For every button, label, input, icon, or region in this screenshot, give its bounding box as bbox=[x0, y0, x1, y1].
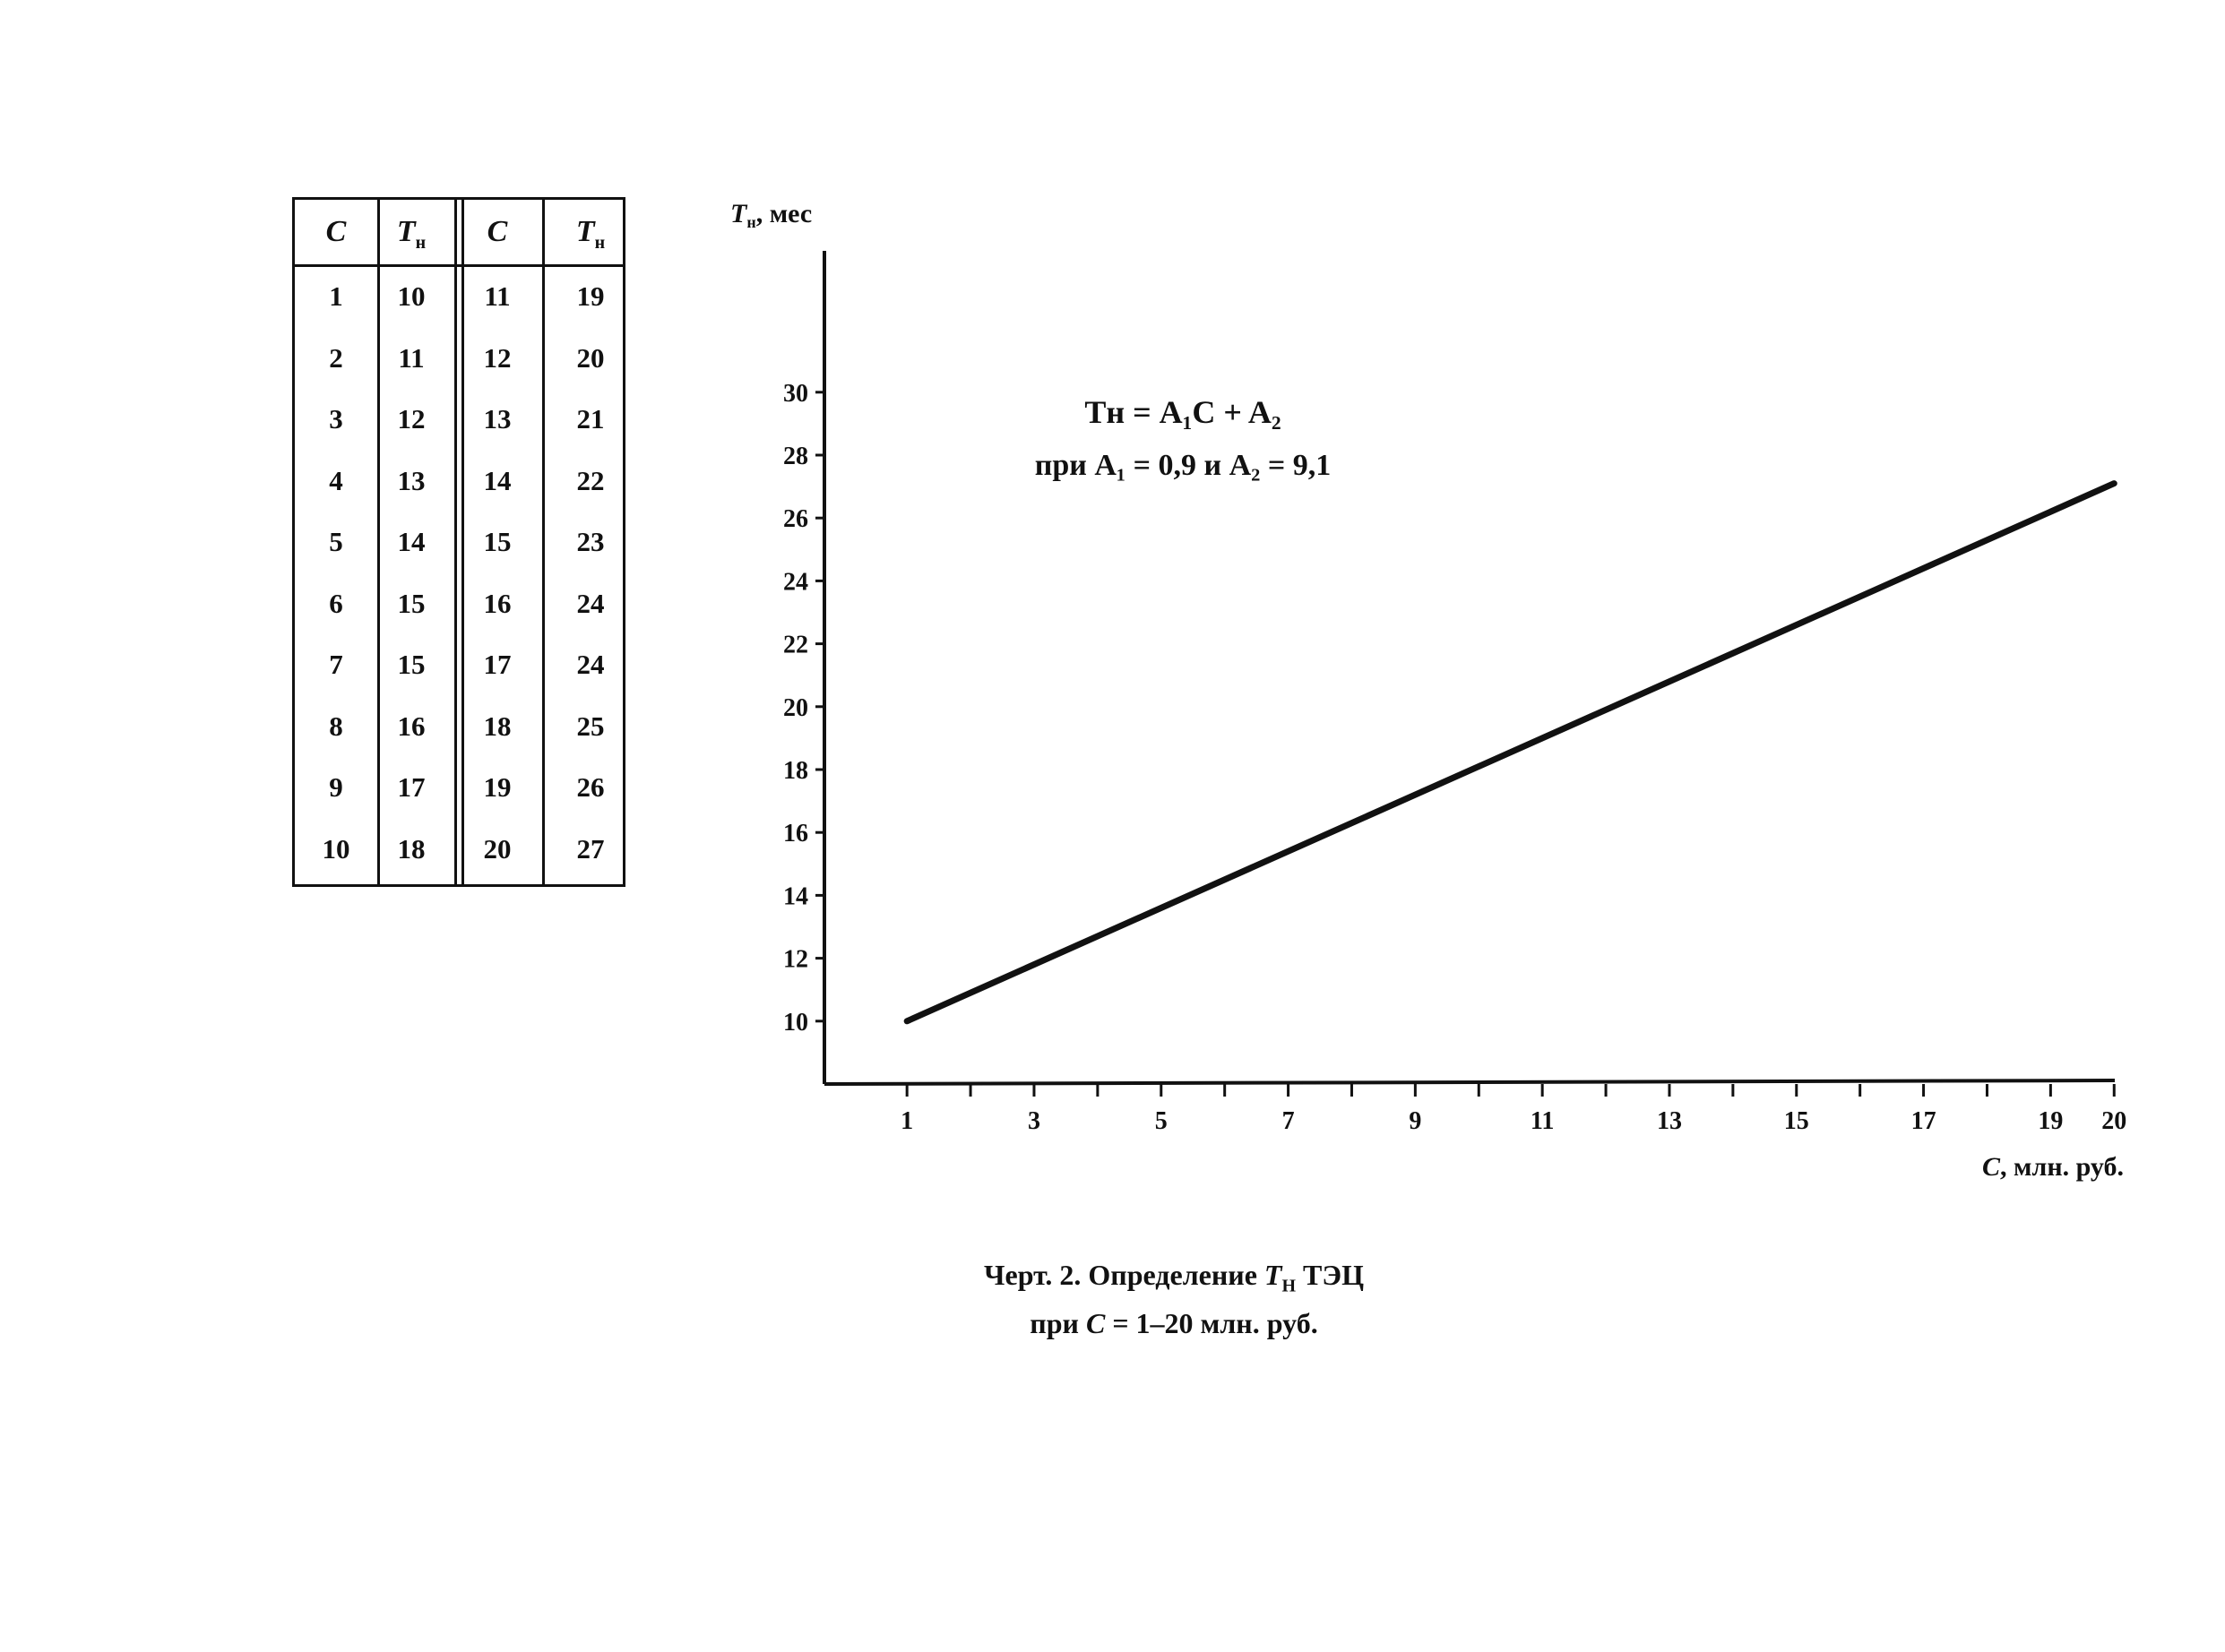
figure-caption: Черт. 2. Определение TН ТЭЦ при C = 1–20… bbox=[860, 1256, 1488, 1342]
table-cell: 7 bbox=[329, 649, 343, 680]
table-cell: 10 bbox=[322, 832, 350, 865]
x-tick-label: 17 bbox=[1911, 1107, 1936, 1135]
x-tick-label: 13 bbox=[1657, 1107, 1682, 1135]
x-tick-label: 15 bbox=[1784, 1107, 1809, 1135]
data-table: C Tн C Tн 1 10 11 19 2 11 12 20 3 12 13 21 4 13 14 22 5 14 15 2… bbox=[292, 197, 625, 887]
table-cell: 13 bbox=[483, 403, 512, 435]
y-tick-label: 28 bbox=[783, 443, 808, 470]
table-cell: 11 bbox=[398, 341, 425, 374]
table-cell: 6 bbox=[329, 587, 343, 619]
table-cell: 17 bbox=[483, 649, 512, 680]
table-cell: 8 bbox=[329, 710, 343, 742]
table-cell: 18 bbox=[397, 832, 426, 865]
y-tick-label: 20 bbox=[783, 694, 808, 722]
x-axis bbox=[824, 1079, 2116, 1086]
x-tick-label: 7 bbox=[1282, 1107, 1295, 1135]
x-tick-label: 11 bbox=[1531, 1107, 1554, 1135]
table-column-divider bbox=[377, 200, 380, 884]
table-header-cell: Tн bbox=[396, 215, 427, 253]
table-cell: 3 bbox=[329, 403, 343, 435]
table-cell: 15 bbox=[397, 649, 426, 680]
x-axis-label: C, млн. руб. bbox=[1982, 1152, 2124, 1182]
y-tick-label: 10 bbox=[783, 1009, 808, 1037]
table-cell: 14 bbox=[397, 526, 426, 557]
table-cell: 4 bbox=[329, 464, 343, 496]
table-cell: 20 bbox=[576, 341, 605, 374]
table-cell: 20 bbox=[483, 832, 512, 865]
x-tick-label: 3 bbox=[1028, 1107, 1040, 1135]
table-cell: 21 bbox=[576, 403, 605, 435]
y-tick-label: 18 bbox=[783, 757, 808, 785]
y-axis-label: Tн, мес bbox=[730, 199, 812, 231]
y-tick-label: 14 bbox=[783, 882, 808, 910]
table-cell: 15 bbox=[397, 587, 426, 619]
table-cell: 10 bbox=[397, 280, 426, 312]
table-cell: 11 bbox=[484, 280, 511, 312]
table-cell: 25 bbox=[576, 710, 605, 742]
table-header-divider bbox=[295, 264, 623, 267]
table-cell: 15 bbox=[483, 526, 512, 557]
y-tick-label: 16 bbox=[783, 820, 808, 848]
y-tick-label: 22 bbox=[783, 632, 808, 659]
x-tick-label: 9 bbox=[1409, 1107, 1421, 1135]
x-tick-label: 5 bbox=[1155, 1107, 1168, 1135]
formula-annotation: Tн = A₁C + A₂ bbox=[1084, 394, 1281, 430]
table-cell: 9 bbox=[329, 771, 343, 803]
table-cell: 17 bbox=[397, 771, 426, 803]
y-tick-label: 26 bbox=[783, 505, 808, 533]
caption-line-2: при C = 1–20 млн. руб. bbox=[1030, 1307, 1318, 1340]
table-cell: 12 bbox=[397, 403, 426, 435]
x-tick-label: 19 bbox=[2038, 1107, 2063, 1135]
table-header-cell: C bbox=[487, 215, 508, 248]
y-tick-label: 30 bbox=[783, 380, 808, 408]
table-cell: 19 bbox=[576, 280, 605, 312]
table-cell: 13 bbox=[397, 464, 426, 496]
table-column-divider bbox=[542, 200, 545, 884]
table-column-divider bbox=[461, 200, 464, 884]
table-header-cell: C bbox=[325, 215, 347, 248]
x-tick-label: 1 bbox=[901, 1107, 913, 1135]
table-cell: 24 bbox=[576, 649, 605, 680]
table-column-divider bbox=[454, 200, 457, 884]
table-cell: 2 bbox=[329, 341, 343, 374]
table-header-cell: Tн bbox=[575, 215, 606, 253]
table-cell: 12 bbox=[483, 341, 512, 374]
table-cell: 18 bbox=[483, 710, 512, 742]
y-tick-label: 24 bbox=[783, 568, 808, 596]
table-cell: 23 bbox=[576, 526, 605, 557]
table-cell: 1 bbox=[329, 280, 343, 312]
table-cell: 16 bbox=[397, 710, 426, 742]
table-cell: 19 bbox=[483, 771, 512, 803]
caption-line-1: Черт. 2. Определение TН ТЭЦ bbox=[984, 1259, 1364, 1296]
table-cell: 16 bbox=[483, 587, 512, 619]
table-cell: 22 bbox=[576, 464, 605, 496]
x-tick-label: 20 bbox=[2101, 1107, 2126, 1135]
table-cell: 14 bbox=[483, 464, 512, 496]
table-cell: 26 bbox=[576, 771, 605, 803]
table-cell: 24 bbox=[576, 587, 605, 619]
series-line bbox=[903, 480, 2117, 1025]
table-cell: 5 bbox=[329, 526, 343, 557]
table-cell: 27 bbox=[576, 832, 605, 865]
coefficients-annotation: при A₁ = 0,9 и A₂ = 9,1 bbox=[1035, 449, 1331, 482]
y-tick-label: 12 bbox=[783, 946, 808, 974]
